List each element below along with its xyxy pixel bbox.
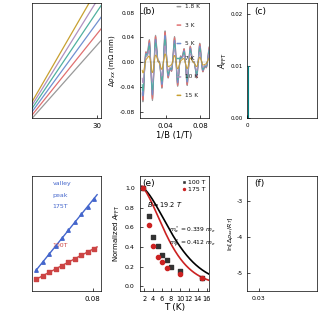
- Point: [150, 235, 156, 240]
- Text: peak: peak: [53, 193, 68, 198]
- Point: [47, 252, 52, 257]
- Text: 15 K: 15 K: [185, 93, 198, 98]
- Point: [60, 263, 65, 268]
- Text: $m_\beta^* = 0.412\ m_e$: $m_\beta^* = 0.412\ m_e$: [169, 238, 215, 250]
- Y-axis label: $\ln[\Delta\rho_{xx}/R_T]$: $\ln[\Delta\rho_{xx}/R_T]$: [226, 216, 235, 251]
- Point: [79, 212, 84, 217]
- Point: [141, 185, 146, 190]
- Point: [155, 243, 160, 248]
- Y-axis label: $\Delta\rho_{xx}$ (m$\Omega$ mm): $\Delta\rho_{xx}$ (m$\Omega$ mm): [107, 35, 117, 87]
- Point: [85, 250, 90, 255]
- Text: $m_\alpha^* = 0.339\ m_e$: $m_\alpha^* = 0.339\ m_e$: [169, 224, 215, 235]
- Text: valley: valley: [53, 181, 72, 186]
- Text: 100T: 100T: [53, 244, 68, 248]
- Point: [85, 204, 90, 209]
- Point: [92, 246, 97, 251]
- Point: [72, 256, 77, 261]
- Point: [200, 276, 205, 281]
- Text: 5 K: 5 K: [185, 41, 194, 46]
- Text: $B = 19.2$ T: $B = 19.2$ T: [147, 200, 182, 209]
- Point: [40, 273, 45, 278]
- Y-axis label: Normalized $A_{\rm FFT}$: Normalized $A_{\rm FFT}$: [112, 205, 122, 262]
- Point: [155, 254, 160, 259]
- Point: [92, 196, 97, 201]
- Text: (c): (c): [254, 7, 266, 16]
- Point: [150, 243, 156, 248]
- Point: [79, 253, 84, 258]
- Point: [178, 272, 183, 277]
- Y-axis label: $A_\mathrm{FFT}$: $A_\mathrm{FFT}$: [216, 52, 229, 69]
- Text: 7 K: 7 K: [185, 56, 194, 61]
- Point: [178, 268, 183, 273]
- Point: [53, 244, 58, 249]
- Text: 1.8 K: 1.8 K: [185, 4, 200, 9]
- Point: [164, 257, 169, 262]
- Point: [66, 260, 71, 265]
- X-axis label: T (K): T (K): [164, 303, 185, 312]
- Point: [146, 214, 151, 219]
- X-axis label: 1/B (1/T): 1/B (1/T): [156, 131, 193, 140]
- Point: [53, 267, 58, 272]
- Point: [60, 236, 65, 241]
- Legend: 100 T, 175 T: 100 T, 175 T: [181, 179, 206, 192]
- Point: [141, 185, 146, 190]
- Point: [159, 252, 164, 257]
- Point: [47, 270, 52, 275]
- Text: 175T: 175T: [53, 204, 68, 209]
- Point: [34, 268, 39, 273]
- Point: [164, 265, 169, 270]
- Text: 3 K: 3 K: [185, 23, 194, 28]
- Text: 10 K: 10 K: [185, 75, 198, 79]
- Text: (e): (e): [142, 180, 155, 188]
- Text: (f): (f): [254, 180, 265, 188]
- Point: [200, 276, 205, 281]
- Point: [72, 220, 77, 225]
- Text: (b): (b): [142, 7, 155, 16]
- Point: [146, 223, 151, 228]
- Point: [159, 259, 164, 264]
- Point: [66, 228, 71, 233]
- Point: [34, 276, 39, 282]
- Point: [168, 264, 173, 269]
- Point: [40, 260, 45, 265]
